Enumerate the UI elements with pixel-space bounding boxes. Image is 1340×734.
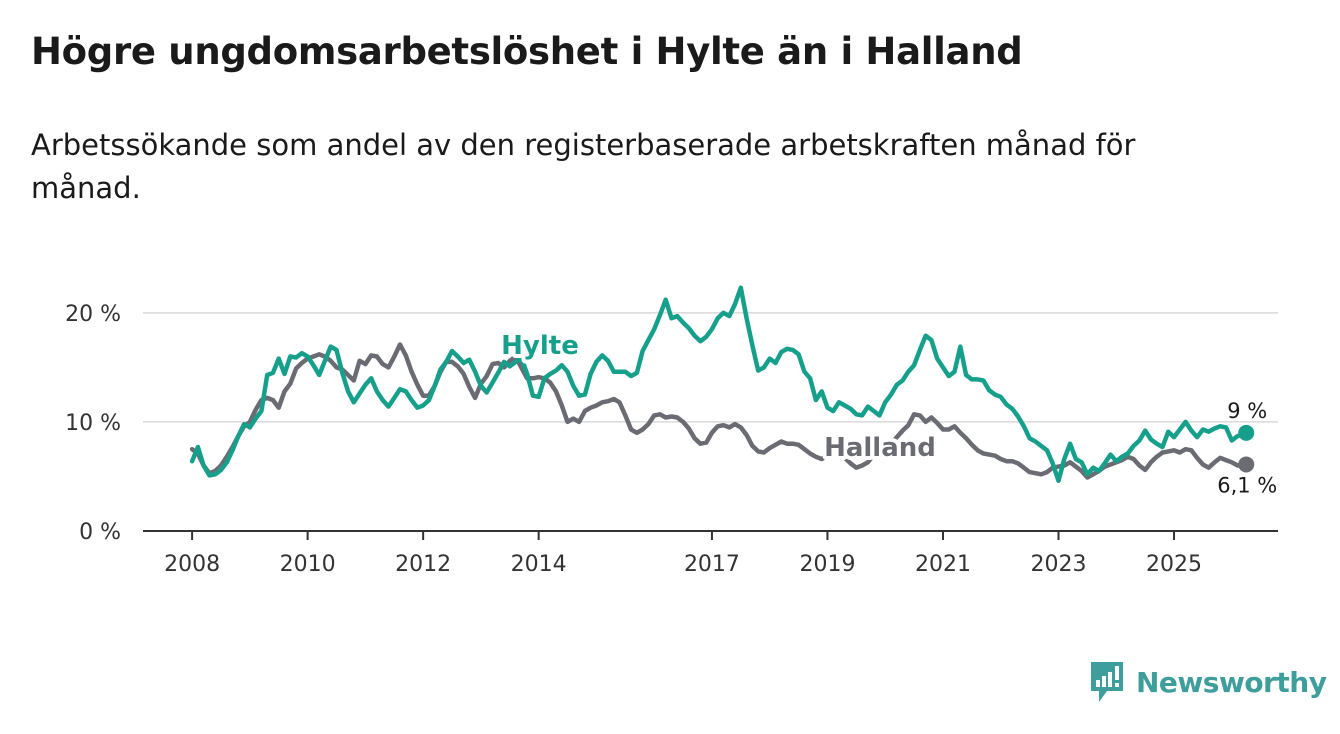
chart-title: Högre ungdomsarbetslöshet i Hylte än i H… (31, 30, 1023, 73)
series-line-halland (189, 342, 1249, 480)
x-tick-label: 2010 (280, 552, 336, 577)
end-value-label-hylte: 9 % (1227, 399, 1267, 423)
series-label-hylte: Hylte (501, 331, 579, 361)
x-tick-label: 2019 (799, 552, 855, 577)
y-tick-label: 10 % (65, 411, 121, 436)
x-tick-label: 2014 (511, 552, 567, 577)
x-tick-label: 2025 (1146, 552, 1202, 577)
chart-subtitle: Arbetssökande som andel av den registerb… (31, 128, 1136, 205)
y-grid: 0 % 10 % 20 % (65, 302, 1278, 545)
x-tick-label: 2012 (395, 552, 451, 577)
series-label-halo-hylte: Hylte (501, 331, 579, 361)
brand-name: Newsworthy (1136, 665, 1327, 699)
brand-logo: Newsworthy (1088, 660, 1327, 704)
series-end-point-halland (1238, 456, 1255, 473)
series-label-halland: Halland (824, 433, 936, 463)
line-chart: 0 % 10 % 20 % 2008 2010 2012 2014 2017 2019 2021… (65, 285, 1278, 577)
x-axis: 2008 2010 2012 2014 2017 2019 2021 2023 2025 (143, 530, 1278, 577)
x-tick-label: 2017 (684, 552, 740, 577)
series-layer (189, 285, 1255, 484)
y-tick-label: 20 % (65, 302, 121, 327)
bar-chart-exclamation-icon (1091, 662, 1123, 702)
x-tick-label: 2021 (915, 552, 971, 577)
series-line-hylte (189, 285, 1249, 484)
x-tick-label: 2008 (164, 552, 220, 577)
series-end-point-hylte (1238, 424, 1255, 441)
x-tick-label: 2023 (1031, 552, 1087, 577)
end-value-label-halland: 6,1 % (1217, 473, 1277, 497)
series-label-halo-halland: Halland (824, 433, 936, 463)
y-tick-label: 0 % (79, 520, 121, 545)
